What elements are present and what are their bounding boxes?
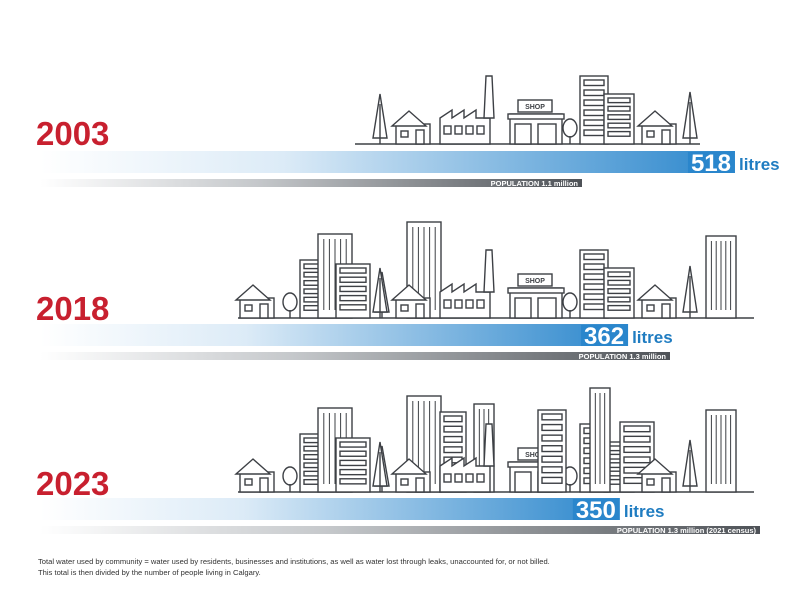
value-box (572, 499, 619, 520)
house (636, 284, 677, 319)
factory (439, 249, 495, 319)
unit-label: litres (632, 328, 673, 347)
value-box (687, 152, 734, 173)
year-label: 2003 (36, 115, 109, 152)
tower (589, 387, 611, 493)
shop: SHOP (507, 273, 565, 319)
shop-sign: SHOP (525, 278, 545, 285)
water-bar (40, 324, 629, 346)
tree (682, 439, 698, 492)
house (390, 110, 431, 145)
skyline: SHOP (355, 75, 700, 145)
row-2018: 2018 362 litres POPULATION 1.3 million (36, 290, 673, 361)
unit-label: litres (624, 502, 665, 521)
population-bar (40, 179, 582, 187)
water-bar (40, 498, 620, 520)
house (636, 458, 677, 493)
tower (705, 235, 737, 319)
population-bar (40, 526, 760, 534)
office-block (603, 267, 635, 319)
population-label: POPULATION 1.1 million (491, 179, 579, 188)
round-tree (282, 292, 298, 318)
office-block (603, 93, 635, 145)
shop-sign: SHOP (525, 452, 545, 459)
city-skylines: SHOP SHOP SHOP (234, 75, 754, 493)
population-label: POPULATION 1.3 million (579, 352, 667, 361)
unit-label: litres (739, 155, 780, 174)
factory (439, 75, 495, 145)
round-tree (282, 466, 298, 492)
tree (372, 441, 388, 492)
tree (682, 265, 698, 318)
tree (372, 93, 388, 144)
skyline: SHOP (234, 221, 754, 319)
row-2023: 2023 350 litres POPULATION 1.3 million (202… (36, 465, 760, 535)
office-block (335, 263, 371, 319)
footnote: Total water used by community = water us… (38, 556, 758, 578)
house (234, 284, 275, 319)
row-2003: 2003 518 litres POPULATION 1.1 million (36, 115, 780, 188)
office-block (537, 409, 567, 493)
house (390, 458, 431, 493)
shop-sign: SHOP (525, 104, 545, 111)
round-tree (562, 292, 578, 318)
factory (439, 423, 495, 493)
value-label: 362 (584, 323, 624, 350)
house (636, 110, 677, 145)
footnote-line-1: Total water used by community = water us… (38, 557, 550, 566)
skyline: SHOP (234, 387, 754, 493)
year-label: 2018 (36, 290, 109, 327)
footnote-line-2: This total is then divided by the number… (38, 568, 261, 577)
chart-rows: 2003 518 litres POPULATION 1.1 million 2018 3… (36, 115, 780, 535)
shop: SHOP (507, 99, 565, 145)
year-label: 2023 (36, 465, 109, 502)
water-bar (40, 151, 735, 173)
tree (372, 267, 388, 318)
tower (705, 409, 737, 493)
value-label: 518 (691, 150, 731, 177)
office-block (335, 437, 371, 493)
house (234, 458, 275, 493)
house (390, 284, 431, 319)
population-bar (40, 352, 670, 360)
value-label: 350 (576, 497, 616, 524)
tree (682, 91, 698, 144)
value-box (581, 325, 628, 346)
round-tree (562, 118, 578, 144)
population-label: POPULATION 1.3 million (2021 census) (617, 526, 757, 535)
